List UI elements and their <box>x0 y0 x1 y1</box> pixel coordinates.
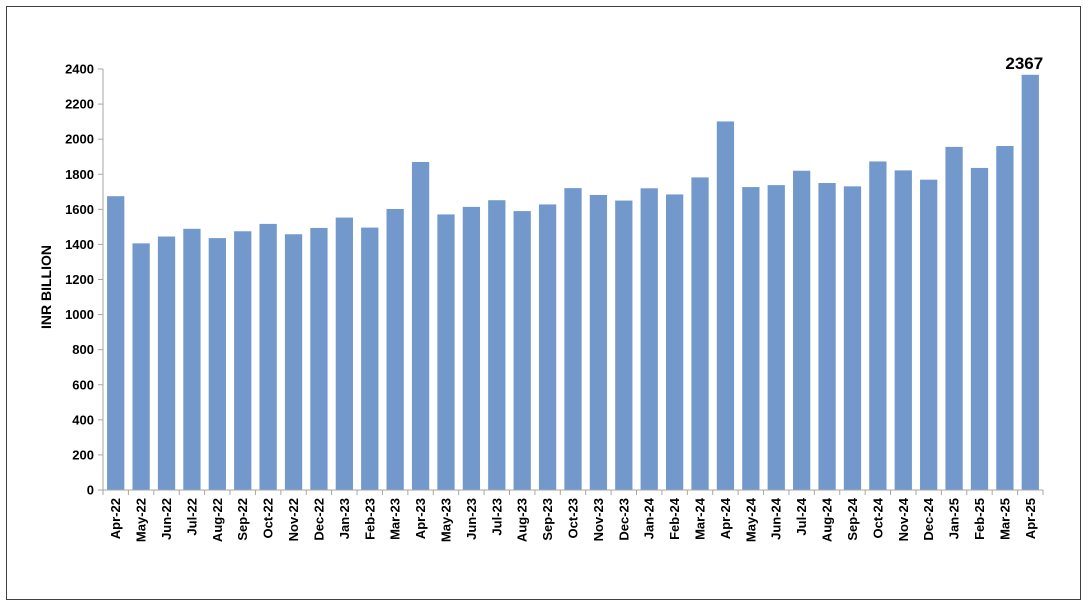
bar <box>691 177 709 490</box>
x-tick-label: Dec-24 <box>921 497 936 540</box>
bar <box>894 170 912 490</box>
x-tick-label: Sep-22 <box>235 498 250 541</box>
x-tick-label: Nov-24 <box>896 497 911 541</box>
x-tick-label: Oct-24 <box>870 497 885 538</box>
bar <box>361 227 379 490</box>
x-tick-label: May-24 <box>743 497 758 542</box>
bar <box>869 161 887 490</box>
bar <box>411 161 430 490</box>
y-tick-label: 1800 <box>65 167 94 182</box>
x-tick-label: Feb-23 <box>362 498 377 540</box>
y-tick-label: 200 <box>72 447 94 462</box>
bar <box>589 194 608 490</box>
bar <box>208 238 226 490</box>
bar <box>538 204 557 491</box>
x-tick-label: Aug-23 <box>515 498 530 542</box>
x-tick-label: Jul-24 <box>794 497 809 535</box>
x-tick-label: Nov-23 <box>591 498 606 541</box>
bar <box>310 227 328 490</box>
bar <box>843 186 862 490</box>
bar <box>818 183 836 490</box>
bar <box>742 187 760 490</box>
x-tick-label: Jun-23 <box>464 498 479 540</box>
x-tick-label: May-23 <box>438 498 453 542</box>
bar <box>234 231 252 490</box>
bar <box>615 200 633 490</box>
x-tick-label: Mar-23 <box>388 498 403 540</box>
bar <box>640 188 658 490</box>
bar <box>386 208 404 491</box>
y-tick-label: 600 <box>72 377 94 392</box>
x-tick-label: Feb-24 <box>667 497 682 540</box>
x-tick-label: Mar-24 <box>693 497 708 540</box>
x-tick-label: Jul-22 <box>184 498 199 536</box>
x-tick-label: Oct-23 <box>566 498 581 538</box>
bar-chart: INR BILLION 0 200 400 600 800 1000 1200 1400 160… <box>38 54 1044 542</box>
y-tick-label: 2400 <box>65 62 94 77</box>
x-tick-label: Sep-24 <box>845 497 860 540</box>
x-tick-label: Sep-23 <box>540 498 555 541</box>
bar <box>335 217 353 490</box>
bar <box>945 146 963 490</box>
x-tick-label: Apr-22 <box>108 498 123 539</box>
bar <box>284 234 303 490</box>
x-tick-label: Dec-23 <box>616 498 631 541</box>
bar <box>920 179 938 490</box>
x-tick-label: Apr-23 <box>413 498 428 539</box>
y-tick-label: 2000 <box>65 132 94 147</box>
x-tick-label: Jul-23 <box>489 498 504 536</box>
x-tick-label: Aug-24 <box>820 497 835 542</box>
x-tick-label: Apr-24 <box>718 497 733 539</box>
x-tick-label: Jun-24 <box>769 497 784 540</box>
x-tick-label: Jan-25 <box>947 498 962 539</box>
y-tick-label: 1000 <box>65 307 94 322</box>
bar <box>462 206 481 490</box>
bar <box>107 196 125 490</box>
bar <box>488 200 506 490</box>
x-tick-label: Feb-25 <box>972 498 987 540</box>
y-tick-label: 400 <box>72 412 94 427</box>
bar <box>665 194 684 491</box>
x-tick-label: Apr-25 <box>1023 498 1038 539</box>
x-tick-label: Jun-22 <box>159 498 174 540</box>
y-tick-label: 2200 <box>65 97 94 112</box>
bar <box>513 211 531 490</box>
x-axis: Apr-22 May-22 Jun-22 Jul-22 Aug-22 Sep-22 Oct-… <box>102 489 1044 542</box>
x-tick-label: Oct-22 <box>261 498 276 538</box>
chart-frame: INR BILLION 0 200 400 600 800 1000 1200 1400 160… <box>6 6 1081 600</box>
bar <box>259 223 277 490</box>
bar-series <box>107 74 1039 491</box>
y-tick-label: 1600 <box>65 202 94 217</box>
y-tick-label: 0 <box>87 483 94 498</box>
bar <box>157 236 176 490</box>
x-tick-label: May-22 <box>134 498 149 542</box>
bar <box>970 167 989 490</box>
data-labels: 2367 <box>1005 54 1043 73</box>
bar <box>437 214 455 491</box>
bar <box>1021 74 1039 490</box>
bar <box>183 228 201 491</box>
y-tick-label: 1400 <box>65 237 94 252</box>
data-label: 2367 <box>1005 54 1043 73</box>
x-tick-label: Jan-23 <box>337 498 352 539</box>
bar <box>996 146 1014 490</box>
bar <box>132 243 150 490</box>
x-tick-label: Jan-24 <box>642 497 657 539</box>
y-tick-label: 1200 <box>65 272 94 287</box>
y-axis: 0 200 400 600 800 1000 1200 1400 1600 1800 2000 220… <box>65 62 104 498</box>
y-tick-label: 800 <box>72 342 94 357</box>
x-tick-label: Aug-22 <box>210 498 225 542</box>
y-axis-title: INR BILLION <box>38 245 54 329</box>
x-tick-label: Mar-25 <box>997 498 1012 540</box>
bar <box>716 121 735 490</box>
bar <box>767 185 785 490</box>
x-tick-label: Dec-22 <box>311 498 326 541</box>
x-tick-label: Nov-22 <box>286 498 301 541</box>
bar <box>564 188 582 491</box>
bar <box>793 170 811 491</box>
